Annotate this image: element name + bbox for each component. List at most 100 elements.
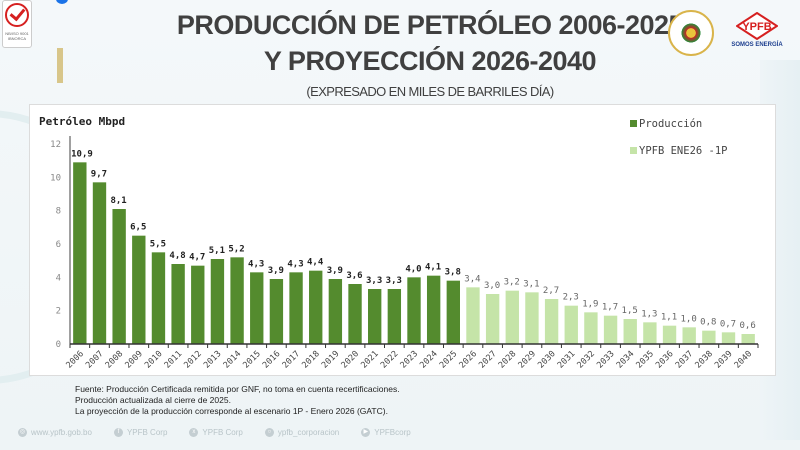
footer-link-label: YPFBcorp [374,428,411,437]
footer-link-x[interactable]: x YPFB Corp [189,428,243,437]
x-tick-label: 2024 [418,349,440,371]
chart-container: Petróleo Mbpd 0 2 4 6 8 10 12 10,9 9,7 8,1 6,5 5,5… [29,104,776,376]
bar-2011 [171,264,185,344]
x-tick-label: 2027 [477,349,499,371]
legend-label: YPFB ENE26 -1P [639,145,728,157]
footer-link-website[interactable]: ◎ www.ypfb.gob.bo [18,428,92,437]
chart-legend: Producción YPFB ENE26 -1P [630,118,728,157]
data-label: 3,6 [346,271,362,281]
page-subtitle: (EXPRESADO EN MILES DE BARRILES DÍA) [306,84,554,99]
footer-link-label: YPFB Corp [202,428,243,437]
data-label: 5,5 [150,239,166,249]
data-label: 1,3 [641,309,657,319]
y-tick-label: 10 [50,173,61,183]
footnote-projection: La proyección de la producción correspon… [75,406,388,416]
youtube-icon: ▶ [361,428,371,437]
data-label: 4,0 [405,264,421,274]
bar-2030 [544,299,559,344]
facebook-badge-icon [56,0,68,4]
legend-swatch [630,147,637,154]
data-label: 3,3 [386,276,402,286]
bar-2008 [112,209,126,344]
x-tick-label: 2036 [654,349,676,371]
footer-link-label: YPFB Corp [126,428,168,437]
y-tick-label: 4 [56,273,61,283]
bar-2010 [151,252,166,344]
bar-2019 [328,279,343,344]
x-tick-label: 2023 [399,349,421,371]
bar-2023 [407,277,421,344]
brand-slogan: SOMOS ENERGÍA [731,42,783,48]
data-label: 0,6 [739,321,755,331]
data-label: 6,5 [130,223,146,233]
iso-certification-logo: NB/ISO 9001 IBNORCA [2,0,32,48]
x-tick-label: 2012 [182,349,204,371]
ypfb-diamond-icon: YPFB [736,12,778,40]
bar-2038 [702,330,716,344]
data-label: 3,2 [504,278,520,288]
data-label: 2,3 [563,293,579,303]
footer-link-youtube[interactable]: ▶ YPFBcorp [361,428,411,437]
x-tick-label: 2007 [84,349,106,371]
footer-link-label: ypfb_corporacion [277,428,340,437]
x-tick-label: 2039 [713,349,735,371]
footnotes: Fuente: Producción Certificada remitida … [75,384,400,417]
bar-2012 [191,265,205,344]
bar-2032 [584,312,598,344]
bar-2018 [309,270,323,344]
x-tick-label: 2031 [556,349,578,371]
bar-2017 [289,272,303,344]
x-tick-label: 2015 [241,349,263,371]
y-tick-label: 12 [50,140,61,150]
data-label: 3,4 [464,274,480,284]
x-tick-label: 2010 [143,349,165,371]
footnote-source: Fuente: Producción Certificada remitida … [75,384,400,394]
page-title-line1: PRODUCCIÓN DE PETRÓLEO 2006-2025 [176,10,684,40]
y-tick-label: 8 [56,207,61,217]
coat-of-arms-icon [680,22,702,44]
x-tick-label: 2021 [359,349,381,371]
footer-links: ◎ www.ypfb.gob.bo f YPFB Corp x YPFB Corp ○… [18,428,411,437]
bar-2020 [348,284,362,344]
y-tick-label: 6 [56,240,61,250]
data-label: 10,9 [71,149,93,159]
x-tick-label: 2011 [163,349,185,371]
national-seal-logo [668,10,714,56]
data-label: 4,4 [307,258,324,268]
bar-2025 [446,280,460,344]
bar-2035 [643,322,657,344]
bar-2040 [741,334,755,344]
cert-logo-text: NB/ISO 9001 IBNORCA [5,31,29,41]
data-label: 3,3 [366,276,382,286]
instagram-icon: ○ [264,428,274,437]
y-tick-label: 0 [56,340,61,350]
bar-2034 [623,319,637,344]
bar-2006 [73,162,87,344]
ypfb-logo-text: YPFB [742,21,771,33]
x-tick-label: 2009 [123,349,145,371]
data-label: 4,1 [425,263,441,273]
data-label: 1,1 [661,313,677,323]
data-label: 9,7 [91,169,107,179]
data-label: 5,2 [228,244,244,254]
bar-2037 [682,327,696,344]
footer-link-facebook[interactable]: f YPFB Corp [113,428,168,437]
bar-2016 [269,279,284,344]
x-tick-label: 2022 [379,349,401,371]
bar-2029 [525,292,539,344]
data-label: 3,9 [327,266,343,276]
bar-chart: Petróleo Mbpd 0 2 4 6 8 10 12 10,9 9,7 8,1 6,5 5,5… [39,115,759,371]
x-tick-label: 2019 [320,349,342,371]
bar-2009 [132,235,146,344]
ypfb-logo: YPFB SOMOS ENERGÍA [726,12,788,52]
footer-link-label: www.ypfb.gob.bo [31,428,92,437]
y-tick-label: 2 [56,307,61,317]
data-label: 8,1 [110,196,126,206]
data-label: 4,8 [169,251,185,261]
facebook-icon: f [113,428,123,437]
bar-2024 [426,275,441,344]
x-tick-label: 2008 [104,349,126,371]
data-label: 0,7 [720,319,736,329]
page-title-line2: Y PROYECCIÓN 2026-2040 [263,46,597,76]
footer-link-instagram[interactable]: ○ ypfb_corporacion [264,428,340,437]
